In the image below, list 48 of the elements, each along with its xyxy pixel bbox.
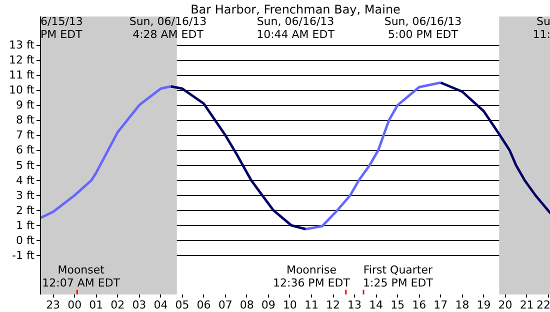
x-tick-label: 07 bbox=[218, 298, 232, 312]
x-tick-label: 12 bbox=[326, 298, 340, 312]
y-tick-label: 3 ft bbox=[16, 188, 36, 202]
annotation: Sun, 06/16/13 10:44 AM EDT bbox=[256, 15, 335, 42]
chart-title: Bar Harbor, Frenchman Bay, Maine bbox=[190, 2, 400, 16]
x-tick-label: 00 bbox=[68, 298, 82, 312]
x-tick-label: 19 bbox=[476, 298, 491, 312]
x-tick-label: 16 bbox=[412, 298, 426, 312]
x-tick-label: 02 bbox=[110, 298, 125, 312]
y-tick-label: 7 ft bbox=[16, 128, 36, 142]
x-tick-label: 22 bbox=[536, 298, 550, 312]
y-tick-label: 0 ft bbox=[16, 234, 36, 247]
y-tick-label: 5 ft bbox=[16, 158, 36, 172]
y-tick-label: 11 ft bbox=[9, 68, 36, 82]
x-tick-label: 05 bbox=[175, 298, 190, 312]
x-tick-label: 15 bbox=[390, 298, 405, 312]
y-tick-label: 10 ft bbox=[9, 84, 36, 97]
y-tick-label: 9 ft bbox=[16, 98, 36, 112]
x-tick-label: 23 bbox=[46, 298, 60, 312]
y-tick-label: 2 ft bbox=[16, 204, 36, 217]
x-tick-label: 08 bbox=[240, 298, 254, 312]
annotation: 6/15/13 PM EDT bbox=[40, 15, 83, 42]
x-tick-label: 13 bbox=[348, 298, 362, 312]
y-tick-label: 13 ft bbox=[9, 38, 36, 52]
y-tick-label: 12 ft bbox=[9, 54, 36, 67]
x-tick-label: 11 bbox=[304, 298, 318, 312]
x-tick-label: 06 bbox=[196, 298, 211, 312]
x-tick-label: 10 bbox=[282, 298, 297, 312]
x-tick-label: 09 bbox=[261, 298, 276, 312]
annotation: Su 11: bbox=[532, 15, 550, 42]
ref-line-label: Moonrise 12:36 PM EDT bbox=[272, 263, 350, 290]
y-tick-label: 8 ft bbox=[16, 114, 36, 127]
x-tick-label: 18 bbox=[455, 298, 470, 312]
x-tick-label: 20 bbox=[498, 298, 512, 312]
x-tick-label: 03 bbox=[132, 298, 146, 312]
annotation: Sun, 06/16/13 4:28 AM EDT bbox=[129, 15, 207, 42]
y-tick-label: 1 ft bbox=[16, 218, 36, 232]
x-tick-label: 01 bbox=[89, 298, 104, 312]
y-tick-label: 6 ft bbox=[16, 144, 36, 157]
annotation: Sun, 06/16/13 5:00 PM EDT bbox=[384, 15, 462, 42]
ref-line-label: First Quarter 1:25 PM EDT bbox=[362, 263, 434, 290]
ref-line-label: Moonset 12:07 AM EDT bbox=[42, 263, 120, 290]
x-tick-label: 21 bbox=[520, 298, 534, 312]
x-tick-label: 17 bbox=[434, 298, 448, 312]
y-tick-label: -1 ft bbox=[12, 248, 36, 262]
x-tick-label: 04 bbox=[154, 298, 168, 312]
y-tick-label: 4 ft bbox=[16, 174, 36, 187]
x-tick-label: 14 bbox=[369, 298, 384, 312]
